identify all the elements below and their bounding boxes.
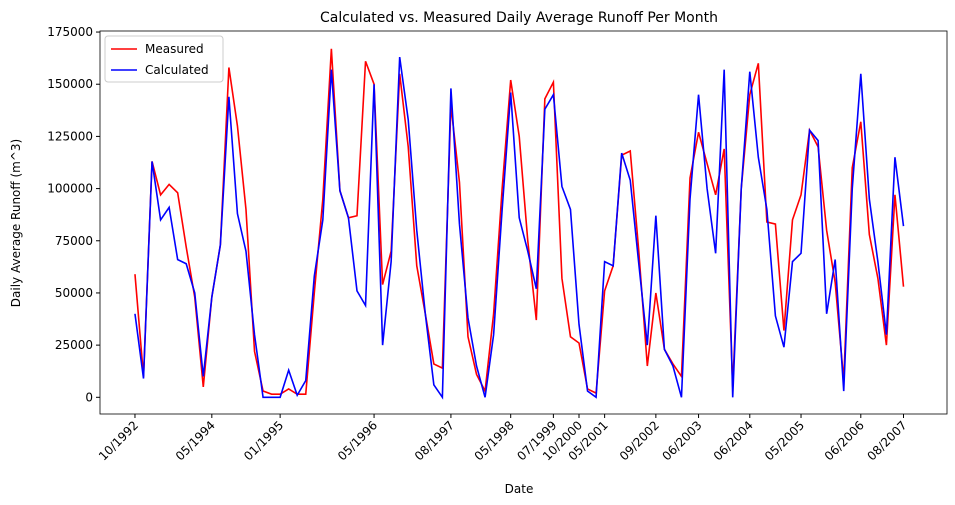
x-axis-label: Date xyxy=(505,482,534,496)
chart-title: Calculated vs. Measured Daily Average Ru… xyxy=(320,10,718,26)
x-tick-label: 05/1994 xyxy=(173,418,218,463)
y-tick-label: 150000 xyxy=(47,77,93,91)
y-tick-label: 0 xyxy=(85,390,93,404)
y-tick-label: 25000 xyxy=(55,338,93,352)
plot-frame xyxy=(99,30,948,415)
x-tick-label: 06/2006 xyxy=(822,418,867,463)
x-tick-label: 08/2007 xyxy=(864,418,909,463)
x-tick-label: 06/2003 xyxy=(660,418,705,463)
series-line xyxy=(134,56,905,400)
legend-label: Measured xyxy=(145,42,204,56)
series-line xyxy=(134,48,905,395)
y-tick-label: 50000 xyxy=(55,286,93,300)
x-tick-label: 08/1997 xyxy=(412,418,457,463)
y-tick-label: 75000 xyxy=(55,234,93,248)
y-tick-label: 175000 xyxy=(47,25,93,39)
legend: Measured Calculated xyxy=(104,35,224,83)
x-tick-label: 05/1998 xyxy=(472,418,517,463)
x-tick-label: 10/1992 xyxy=(96,418,141,463)
x-tick-label: 06/2004 xyxy=(711,418,756,463)
y-tick-label: 125000 xyxy=(47,129,93,143)
legend-label: Calculated xyxy=(145,63,209,77)
y-tick-label: 100000 xyxy=(47,182,93,196)
x-tick-label: 05/1996 xyxy=(335,418,380,463)
x-tick-label: 01/1995 xyxy=(241,418,286,463)
x-tick-label: 05/2005 xyxy=(762,418,807,463)
x-tick-label: 09/2002 xyxy=(617,418,662,463)
y-axis-label: Daily Average Runoff (m^3) xyxy=(9,139,23,307)
